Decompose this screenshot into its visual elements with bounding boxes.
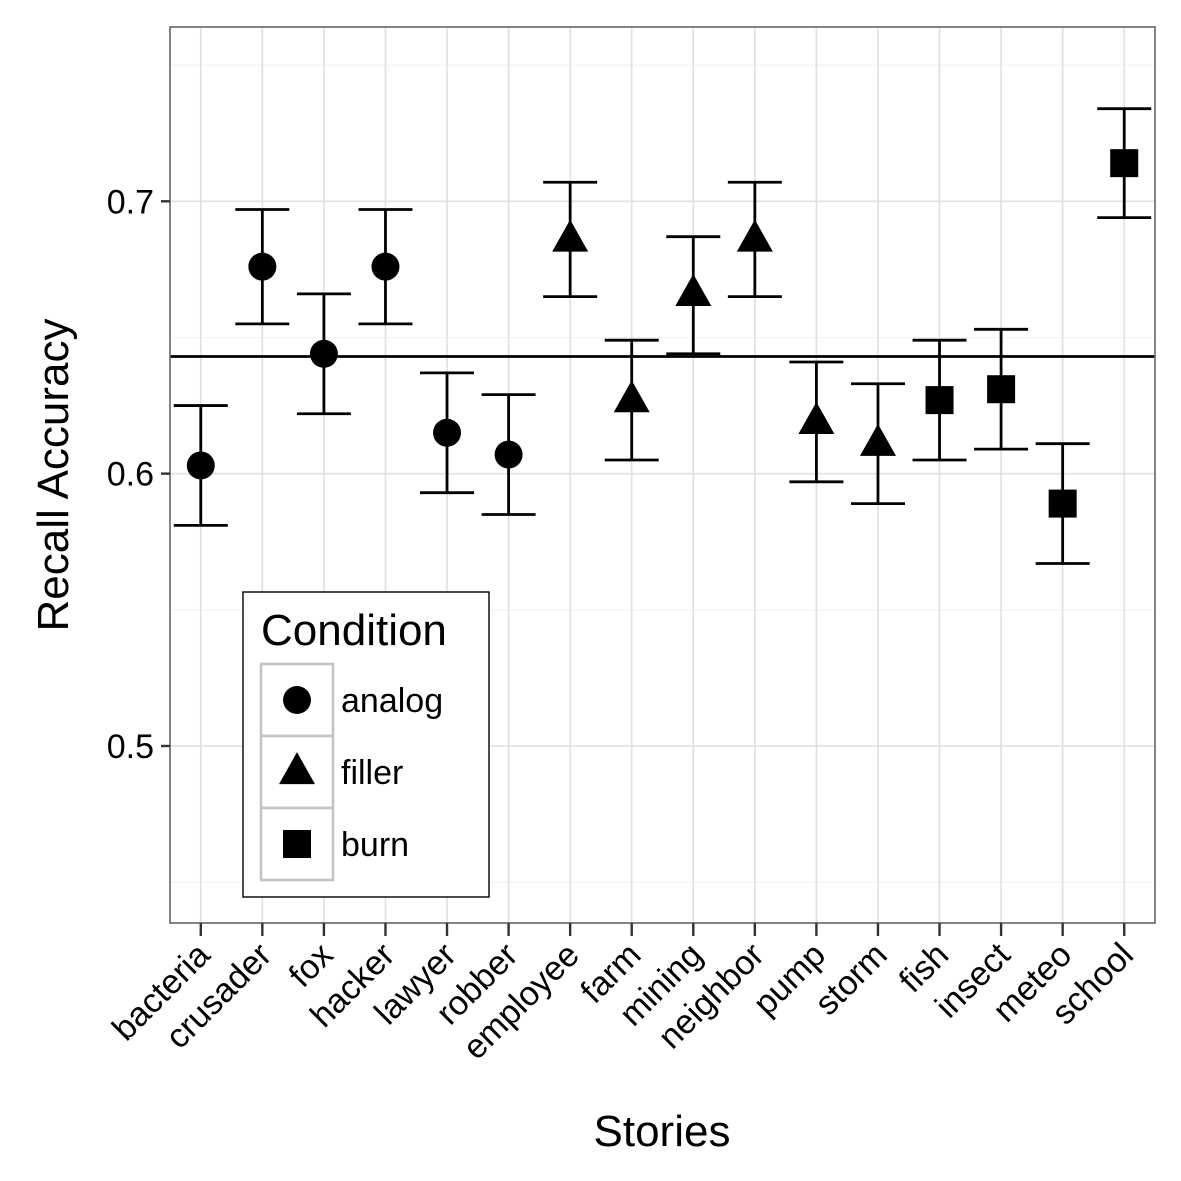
point-robber [481, 393, 536, 516]
triangle-marker-mining [675, 274, 712, 307]
triangle-marker-farm [613, 380, 650, 413]
circle-marker-fox [309, 339, 338, 368]
circle-marker-crusader [248, 252, 277, 281]
point-fish [912, 338, 967, 462]
point-fox [296, 292, 351, 416]
legend-entries: analog filler burn [259, 662, 443, 882]
circle-marker-lawyer [433, 418, 462, 447]
legend-title: Condition [261, 606, 447, 655]
point-farm [604, 338, 659, 462]
plot-border [169, 26, 1156, 924]
legend-circle-icon [283, 686, 311, 714]
square-marker-insect [987, 375, 1016, 404]
point-insect [974, 327, 1029, 451]
legend-label-filler: filler [341, 754, 403, 792]
x-tick-label-pump: pump [746, 936, 833, 1023]
circle-marker-robber [494, 440, 523, 469]
point-pump [789, 360, 844, 484]
triangle-marker-storm [859, 423, 896, 456]
point-mining [666, 235, 721, 356]
data-marks [173, 107, 1152, 565]
legend-label-analog: analog [341, 682, 443, 720]
y-tick-label: 0.5 [107, 728, 154, 766]
point-school [1097, 107, 1152, 220]
circle-marker-hacker [371, 252, 400, 281]
square-marker-school [1110, 149, 1139, 178]
y-tick-label: 0.7 [107, 183, 154, 221]
triangle-marker-neighbor [736, 219, 773, 252]
legend: Condition analog filler burn [242, 591, 490, 898]
point-lawyer [420, 371, 475, 495]
legend-label-burn: burn [341, 826, 409, 864]
point-storm [850, 382, 905, 505]
legend-square-icon [283, 830, 311, 858]
point-employee [543, 180, 598, 299]
square-marker-fish [925, 386, 954, 415]
point-meteo [1035, 442, 1090, 565]
y-tick-label: 0.6 [107, 456, 154, 494]
x-axis-title: Stories [594, 1107, 731, 1156]
y-axis: 0.5 0.6 0.7 [107, 183, 170, 766]
point-bacteria [173, 404, 228, 527]
legend-key-box-burn [259, 806, 335, 882]
y-axis-title: Recall Accuracy [29, 318, 78, 631]
legend-triangle-icon [279, 752, 315, 785]
square-marker-meteo [1048, 489, 1077, 518]
point-neighbor [727, 180, 782, 299]
x-tick-label-storm: storm [808, 936, 895, 1023]
point-crusader [235, 208, 290, 326]
circle-marker-bacteria [186, 451, 215, 480]
triangle-marker-employee [552, 219, 589, 252]
triangle-marker-pump [798, 402, 835, 435]
point-hacker [358, 208, 413, 326]
